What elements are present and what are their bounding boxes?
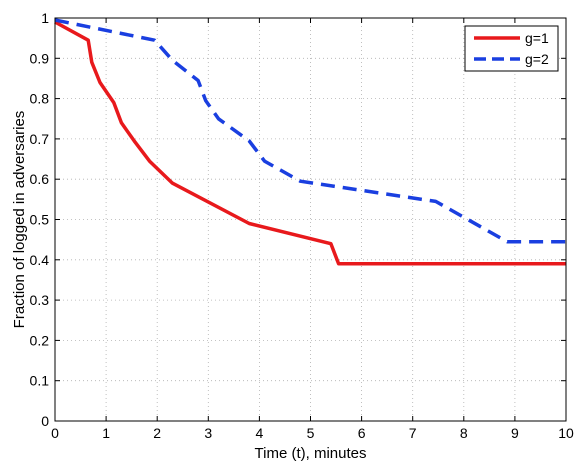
- x-tick-label: 0: [51, 425, 59, 441]
- series-line-g2: [54, 18, 566, 244]
- y-tick-label: 0.4: [30, 252, 50, 268]
- x-tick-label: 1: [102, 425, 110, 441]
- x-tick-label: 4: [256, 425, 264, 441]
- series-lines: [54, 18, 566, 266]
- legend: g=1 g=2: [464, 25, 559, 72]
- y-tick-label: 1: [41, 10, 49, 26]
- series-line-g1: [54, 20, 566, 266]
- x-tick-label: 2: [153, 425, 161, 441]
- y-tick-label: 0.3: [30, 292, 50, 308]
- y-tick-label: 0.8: [30, 91, 50, 107]
- legend-label-g2: g=2: [525, 51, 549, 67]
- y-tick-label: 0.2: [30, 332, 50, 348]
- x-tick-label: 9: [511, 425, 519, 441]
- x-tick-label: 10: [558, 425, 574, 441]
- x-tick-label: 8: [460, 425, 468, 441]
- y-tick-label: 0.7: [30, 131, 50, 147]
- x-tick-label: 6: [358, 425, 366, 441]
- y-axis-label: Fraction of logged in adversaries: [11, 111, 28, 329]
- y-tick-label: 0.1: [30, 373, 50, 389]
- grid: [54, 17, 567, 422]
- y-tick-label: 0.5: [30, 212, 50, 228]
- y-tick-label: 0.9: [30, 50, 50, 66]
- y-tick-label: 0.6: [30, 171, 50, 187]
- x-axis-label: Time (t), minutes: [255, 445, 367, 462]
- x-tick-label: 3: [204, 425, 212, 441]
- axis-ticks: [54, 17, 567, 422]
- x-tick-label: 5: [307, 425, 315, 441]
- y-tick-label: 0: [41, 413, 49, 429]
- x-tick-label: 7: [409, 425, 417, 441]
- legend-label-g1: g=1: [525, 30, 549, 46]
- legend-box: [464, 25, 559, 72]
- tick-labels: 0 1 2 3 4 5 6 7 8 9 10 0 0.1 0.2 0.3 0.4 0.5 0.6 0.7 0.8 0.9…: [30, 10, 574, 441]
